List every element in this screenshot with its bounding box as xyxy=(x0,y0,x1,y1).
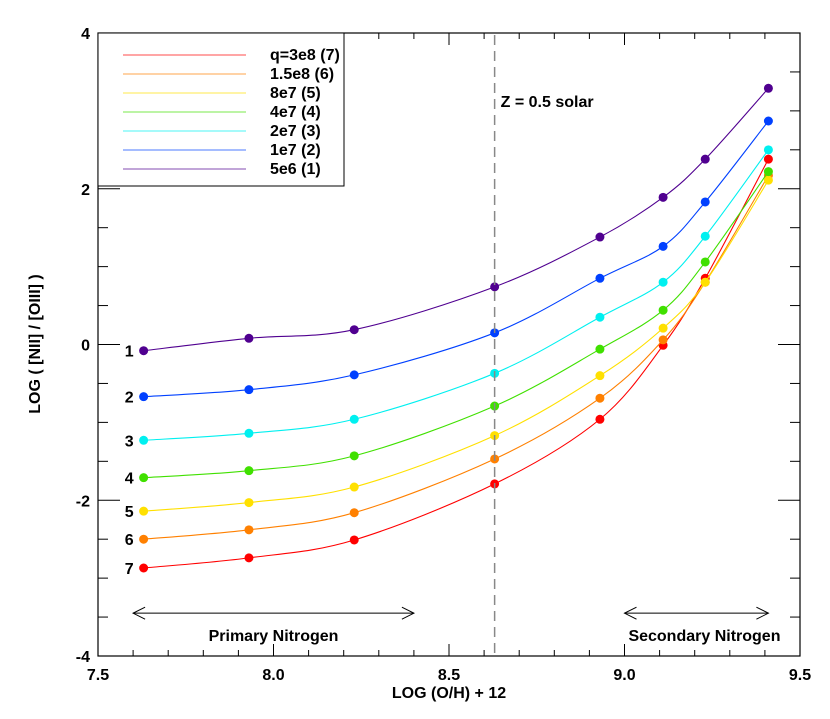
series-1: 1 xyxy=(125,83,773,361)
data-point xyxy=(349,451,359,461)
data-point xyxy=(349,482,359,492)
curve-label: 6 xyxy=(125,532,134,549)
curve-label: 4 xyxy=(125,471,134,488)
series-line xyxy=(143,87,769,352)
series-line xyxy=(143,149,769,441)
data-point xyxy=(595,312,605,322)
data-point xyxy=(244,553,254,563)
x-tick-label: 7.5 xyxy=(87,667,109,684)
data-point xyxy=(595,393,605,403)
data-point xyxy=(595,344,605,354)
legend-label: 1.5e8 (6) xyxy=(270,66,334,83)
arrowhead-right xyxy=(756,606,770,620)
data-point xyxy=(700,154,710,164)
series-2: 2 xyxy=(125,116,773,407)
data-point xyxy=(349,370,359,380)
data-point xyxy=(244,428,254,438)
data-point xyxy=(244,385,254,395)
legend-label: 5e6 (1) xyxy=(270,161,321,178)
series-line xyxy=(143,179,769,512)
series-4: 4 xyxy=(125,167,773,488)
data-point xyxy=(763,167,773,177)
legend-label: 8e7 (5) xyxy=(270,85,321,102)
solar-label: Z = 0.5 solar xyxy=(501,94,594,111)
data-point xyxy=(763,83,773,93)
curve-label: 3 xyxy=(125,433,134,450)
curves: 7 6 5 4 3 2 1 xyxy=(125,83,773,578)
curve-label: 1 xyxy=(125,344,134,361)
data-point xyxy=(349,535,359,545)
arrowhead-left xyxy=(623,606,637,620)
data-point xyxy=(595,232,605,242)
nitrogen-arrows xyxy=(131,606,770,620)
series-6: 6 xyxy=(125,171,773,549)
legend-label: 4e7 (4) xyxy=(270,104,321,121)
data-point xyxy=(139,534,149,544)
curve-label: 5 xyxy=(125,504,134,521)
legend-label: 2e7 (3) xyxy=(270,123,321,140)
x-tick-label: 8.5 xyxy=(438,667,460,684)
data-point xyxy=(763,154,773,164)
data-point xyxy=(763,116,773,126)
data-point xyxy=(763,175,773,185)
y-tick-label: 4 xyxy=(81,26,90,43)
data-point xyxy=(658,277,668,287)
legend-label: 1e7 (2) xyxy=(270,142,321,159)
series-line xyxy=(143,120,769,398)
data-point xyxy=(700,257,710,267)
y-tick-label: 2 xyxy=(81,182,90,199)
data-point xyxy=(349,508,359,518)
y-tick-label: 0 xyxy=(81,338,90,355)
arrowhead-right xyxy=(401,606,416,620)
series-line xyxy=(143,171,769,479)
data-point xyxy=(658,241,668,251)
secondary-nitrogen-label: Secondary Nitrogen xyxy=(628,628,780,645)
x-tick-label: 9.5 xyxy=(789,667,811,684)
data-point xyxy=(658,323,668,333)
data-point xyxy=(595,371,605,381)
data-point xyxy=(244,498,254,508)
series-line xyxy=(143,158,769,569)
primary-nitrogen-label: Primary Nitrogen xyxy=(209,628,339,645)
y-tick-label: -2 xyxy=(76,493,90,510)
data-point xyxy=(595,273,605,283)
data-point xyxy=(139,506,149,516)
data-point xyxy=(700,277,710,287)
data-point xyxy=(700,197,710,207)
curve-label: 7 xyxy=(125,561,134,578)
data-point xyxy=(490,282,500,292)
data-point xyxy=(244,525,254,535)
data-point xyxy=(658,335,668,345)
legend: q=3e8 (7) 1.5e8 (6) 8e7 (5) 4e7 (4) 2e7 (3) 1… xyxy=(97,32,345,187)
data-point xyxy=(763,145,773,155)
data-point xyxy=(658,305,668,315)
data-point xyxy=(139,346,149,356)
series-line xyxy=(143,175,769,540)
data-point xyxy=(349,325,359,335)
data-point xyxy=(244,333,254,343)
series-3: 3 xyxy=(125,145,773,450)
x-axis-label: LOG (O/H) + 12 xyxy=(392,685,506,702)
legend-box xyxy=(97,32,345,187)
data-point xyxy=(139,563,149,573)
x-tick-label: 9.0 xyxy=(613,667,635,684)
x-tick-label: 8.0 xyxy=(262,667,284,684)
data-point xyxy=(349,414,359,424)
legend-label: q=3e8 (7) xyxy=(270,47,340,64)
curve-label: 2 xyxy=(125,390,134,407)
data-point xyxy=(139,473,149,483)
data-point xyxy=(139,435,149,445)
arrowhead-left xyxy=(131,606,146,620)
y-tick-label: -4 xyxy=(76,649,90,666)
data-point xyxy=(139,392,149,402)
data-point xyxy=(595,414,605,424)
data-point xyxy=(244,466,254,476)
data-point xyxy=(700,231,710,241)
data-point xyxy=(658,192,668,202)
y-axis-label: LOG ( [NII] / [OIII] ) xyxy=(27,274,44,414)
series-5: 5 xyxy=(125,175,773,521)
series-7: 7 xyxy=(125,154,773,578)
